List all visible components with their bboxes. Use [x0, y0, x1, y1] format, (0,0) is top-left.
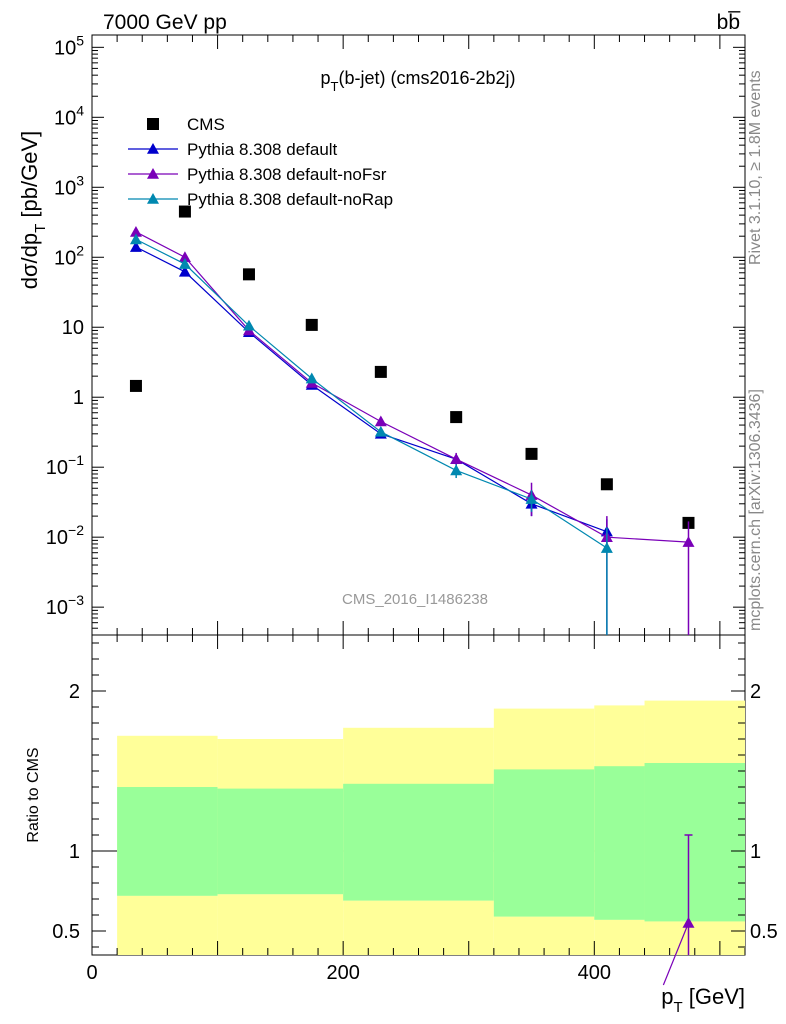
y-tick-label: 10−3: [46, 592, 84, 619]
yellow-band-lower: [343, 900, 494, 955]
legend-marker-triangle: [147, 168, 159, 179]
cms-data-point: [600, 478, 613, 491]
ratio-series-line: [662, 922, 690, 986]
ratio-y-tick-label-left: 1: [69, 841, 80, 863]
green-band: [493, 769, 595, 917]
legend-entry: Pythia 8.308 default-noRap: [128, 190, 393, 209]
y-tick-label: 1: [73, 387, 84, 409]
data-point: [178, 265, 191, 277]
y-tick-label: 102: [54, 242, 84, 269]
data-point: [600, 542, 613, 553]
legend-marker-square: [147, 118, 159, 130]
legend-entry: CMS: [147, 115, 225, 134]
y-tick-label: 104: [54, 102, 84, 129]
data-point: [450, 464, 463, 476]
data-point: [305, 372, 318, 384]
cms-data-point: [450, 411, 463, 424]
x-tick-label: 0: [86, 962, 97, 984]
green-band: [343, 783, 494, 901]
y-tick-label: 10: [62, 317, 84, 339]
watermark: CMS_2016_I1486238: [342, 591, 488, 608]
legend-label: Pythia 8.308 default: [187, 140, 338, 159]
data-point: [178, 251, 191, 263]
y-tick-label: 105: [54, 32, 84, 59]
ratio-bands: [117, 700, 745, 955]
y-tick-label: 103: [54, 172, 84, 199]
series-pythia-8-308-default: [129, 241, 613, 553]
green-band: [644, 763, 745, 922]
ratio-data-point: [682, 917, 695, 928]
data-point: [374, 425, 387, 437]
data-point: [374, 415, 387, 427]
data-point: [682, 536, 695, 547]
green-band: [117, 787, 218, 896]
cms-data-point: [374, 365, 387, 378]
legend: CMS Pythia 8.308 default Pythia 8.308 defa…: [128, 115, 393, 209]
data-point: [129, 233, 142, 245]
data-point: [178, 258, 191, 269]
energy-label: 7000 GeV pp: [103, 11, 227, 34]
y-tick-label: 10−1: [46, 452, 84, 479]
series-pythia-8-308-default-nofsr: [129, 225, 695, 635]
cms-data-point: [525, 447, 538, 460]
ratio-y-tick-label-left: 0.5: [52, 921, 80, 943]
data-series: [129, 205, 695, 986]
series-cms: [129, 205, 695, 529]
x-axis-label: pT [GeV]: [661, 984, 745, 1016]
axes: 10−3 10−2 10−1 1 10 102 103 104 105 0 200 400 0.5 0.5…: [46, 32, 778, 984]
series-line: [135, 231, 689, 543]
series-pythia-8-308-default-norap: [129, 233, 613, 635]
green-band: [594, 766, 645, 920]
ratio-series-nofsr: [662, 834, 695, 986]
yellow-band-lower: [217, 894, 344, 955]
chart-labels: 7000 GeV pp bb̅ pT(b-jet) (cms2016-2b2j) CM…: [17, 11, 745, 1016]
x-tick-label: 200: [326, 962, 359, 984]
legend-entry: Pythia 8.308 default: [128, 140, 338, 159]
series-line: [135, 238, 608, 549]
yellow-band-lower: [117, 895, 218, 955]
data-point: [129, 241, 142, 252]
ratio-y-tick-label-left: 2: [69, 681, 80, 703]
ratio-y-tick-label-right: 0.5: [750, 921, 778, 943]
data-point: [242, 319, 255, 331]
data-point: [450, 453, 463, 465]
ratio-y-tick-label-right: 1: [750, 841, 761, 863]
y-axis-label: dσ/dpT [pb/GeV]: [17, 131, 49, 290]
legend-label: Pythia 8.308 default-noRap: [187, 190, 393, 209]
process-label: bb̅: [717, 11, 742, 34]
cms-data-point: [129, 379, 142, 392]
y-tick-label: 10−2: [46, 522, 84, 549]
data-point: [525, 493, 538, 504]
x-tick-label: 400: [578, 962, 611, 984]
cms-data-point: [305, 318, 318, 331]
cms-data-point: [178, 205, 191, 218]
series-line: [135, 246, 608, 533]
site-label: mcplots.cern.ch [arXiv:1306.3436]: [747, 389, 764, 631]
green-band: [217, 788, 344, 895]
legend-label: CMS: [187, 115, 225, 134]
ratio-y-tick-label-right: 2: [750, 681, 761, 703]
legend-label: Pythia 8.308 default-noFsr: [187, 165, 387, 184]
plot-title: pT(b-jet) (cms2016-2b2j): [320, 68, 515, 94]
ratio-y-axis-label: Ratio to CMS: [25, 747, 42, 842]
data-point: [129, 225, 142, 237]
cms-data-point: [242, 268, 255, 281]
rivet-label: Rivet 3.1.10, ≥ 1.8M events: [747, 70, 764, 265]
legend-entry: Pythia 8.308 default-noFsr: [128, 165, 387, 184]
legend-marker-triangle: [147, 193, 159, 204]
legend-marker-triangle: [147, 143, 159, 154]
